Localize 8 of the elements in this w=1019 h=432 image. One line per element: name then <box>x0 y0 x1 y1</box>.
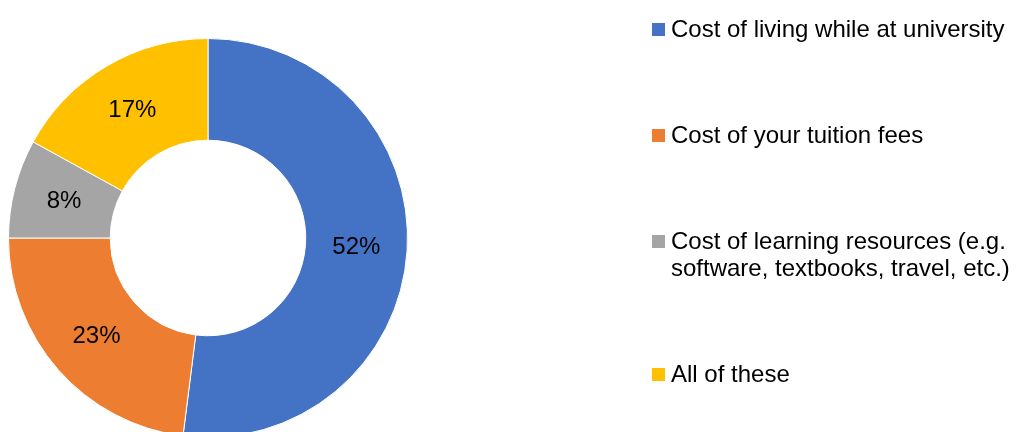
legend-label: Cost of learning resources (e.g. software, textbooks, travel, etc.) <box>671 227 1011 281</box>
legend-label: Cost of your tuition fees <box>671 121 924 148</box>
data-label: 52% <box>332 231 381 259</box>
data-label: 23% <box>72 320 121 348</box>
data-label: 17% <box>108 94 157 122</box>
legend-label: All of these <box>671 360 790 387</box>
data-label: 8% <box>46 185 82 213</box>
legend-label: Cost of living while at university <box>671 15 1005 42</box>
